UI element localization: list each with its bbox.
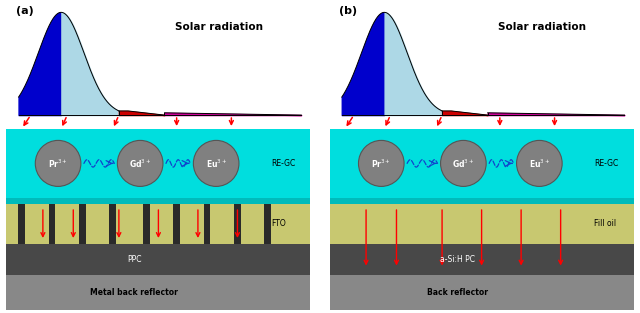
Text: Gd$^{3+}$: Gd$^{3+}$ [452, 157, 474, 170]
Text: RE-GC: RE-GC [594, 159, 618, 168]
Text: Fill oil: Fill oil [594, 219, 616, 228]
Bar [19, 204, 25, 244]
Bar [330, 275, 634, 310]
Bar [143, 204, 150, 244]
Bar [6, 244, 310, 275]
Text: (b): (b) [339, 6, 357, 16]
Text: Solar radiation: Solar radiation [499, 22, 586, 32]
Circle shape [35, 141, 81, 187]
Bar [6, 275, 310, 310]
Bar [204, 204, 211, 244]
Circle shape [358, 141, 404, 187]
Text: a-Si:H PC: a-Si:H PC [440, 255, 475, 264]
Text: RE-GC: RE-GC [271, 159, 295, 168]
Text: Solar radiation: Solar radiation [175, 22, 263, 32]
Bar [6, 204, 310, 244]
Bar [330, 244, 634, 275]
Bar [6, 129, 310, 198]
Bar [234, 204, 241, 244]
Bar [49, 204, 55, 244]
Bar [6, 198, 310, 204]
Circle shape [516, 141, 562, 187]
Circle shape [117, 141, 163, 187]
Text: Eu$^{3+}$: Eu$^{3+}$ [205, 157, 227, 170]
Bar [109, 204, 116, 244]
Circle shape [440, 141, 486, 187]
Bar [330, 198, 634, 204]
Text: Eu$^{3+}$: Eu$^{3+}$ [529, 157, 550, 170]
Text: FTO: FTO [271, 219, 285, 228]
Text: (a): (a) [15, 6, 33, 16]
Bar [330, 129, 634, 198]
Text: Pr$^{3+}$: Pr$^{3+}$ [48, 157, 68, 170]
Bar [79, 204, 86, 244]
Text: Back reflector: Back reflector [427, 288, 488, 297]
Circle shape [193, 141, 239, 187]
Text: Gd$^{3+}$: Gd$^{3+}$ [129, 157, 151, 170]
Text: Pr$^{3+}$: Pr$^{3+}$ [371, 157, 391, 170]
Bar [330, 204, 634, 244]
Text: Metal back reflector: Metal back reflector [90, 288, 178, 297]
Bar [264, 204, 271, 244]
Text: PPC: PPC [127, 255, 141, 264]
Bar [173, 204, 180, 244]
